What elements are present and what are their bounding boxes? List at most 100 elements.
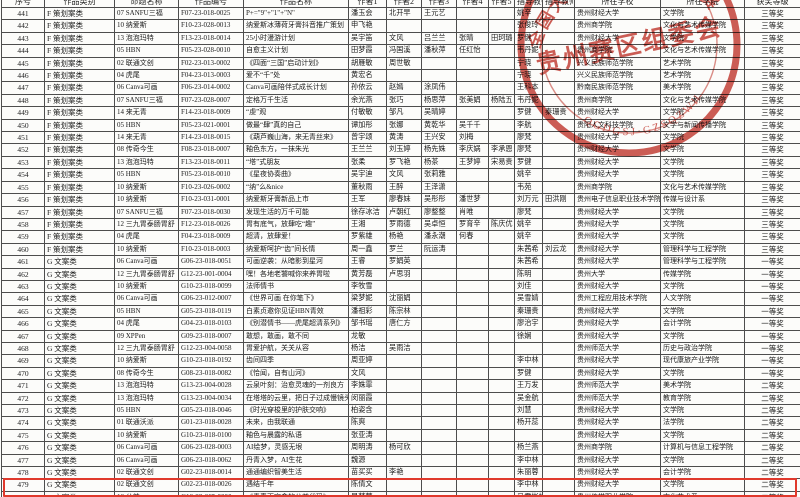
cell-author1: 黄宏名 [348,69,387,83]
cell-college: 文学院 [660,366,745,381]
cell-author5 [488,304,515,319]
cell-school: 贵州财经大学 [574,168,661,182]
cell-school: 贵州财经大学 [574,416,661,430]
cell-college: 文学院 [660,403,745,418]
cell-author1: 陈倩文 [348,478,387,492]
cell-award-level: 三等奖 [744,155,800,170]
cell-author1: 魏源 [348,453,387,468]
cell-author3: 王元艺 [421,6,457,21]
cell-advisor2 [542,19,575,33]
cell-advisor2 [542,391,575,406]
cell-work-title: 法师情书 [243,279,349,294]
cell-advisor2 [542,354,575,368]
cell-advisor1: 李航 [514,118,543,133]
cell-award-level: 二等奖 [744,428,800,443]
cell-author5: 陈庆优 [488,217,515,232]
cell-work-title: 《时光穿梭里的护肤交响》 [243,403,349,418]
cell-advisor2 [542,155,575,170]
table-row: 471 G 文案类 13 泡泡玛特 G13-23-004-0028 云泉叶刻：治愈灵魂的… [1,379,800,393]
cell-category: G 文案类 [44,292,115,306]
cell-no: 475 [1,428,45,443]
cell-category: F 策划案类 [44,93,115,108]
cell-author5 [488,230,515,244]
cell-school: 贵州财经大学 [574,217,661,232]
cell-advisor1: 廖梵 [514,131,543,145]
cell-author3 [421,416,457,430]
cell-category: G 文案类 [44,466,115,480]
cell-entry-code: G06-23-018-0062 [178,453,244,468]
cell-college: 文化与艺术传媒学院 [660,93,745,108]
cell-entry-code: F08-23-018-0007 [178,143,244,157]
cell-advisor1: 徐娴 [514,329,543,343]
cell-college: 文学院 [660,131,745,145]
cell-author4: 吴千千 [456,118,489,133]
cell-author2 [386,19,422,33]
cell-entry-code: F02-23-013-0002 [178,56,244,71]
cell-work-title: AI绘梦，灵感无垠 [243,441,349,455]
cell-advisor2: 秦珊贵 [542,106,575,120]
cell-category: G 文案类 [44,391,115,406]
cell-author1: 余光燕 [348,93,387,108]
cell-author4: 李庆娲 [456,143,489,157]
cell-author2: 罗娟英 [386,255,422,269]
cell-entry-code: G06-23-012-0007 [178,292,244,306]
cell-work-title: P+="9"+"1"+"N" [243,6,349,21]
cell-school: 贵州财经大学 [574,403,661,418]
cell-award-level: 三等奖 [744,56,800,71]
cell-category: G 文案类 [44,279,115,294]
cell-advisor2 [542,217,575,232]
cell-brief-name: 13 泡泡玛特 [114,379,179,393]
cell-college: 文化与艺术传媒学院 [660,44,745,58]
cell-college: 艺术学院 [660,56,745,71]
table-row: 462 G 文案类 12 三九胃泰肠胃舒 G12-23-001-0004 嘿！各地老饕喊… [1,267,800,281]
cell-brief-name: 05 HBN [114,304,179,319]
cell-school: 贵州电子信息职业技术学院 [574,193,661,207]
cell-work-title: 釉色东方，一抹朱光 [243,143,349,157]
cell-school: 贵州财经大学 [574,466,661,480]
cell-advisor1: 刘慧 [514,403,543,418]
cell-author5 [488,292,515,306]
header-no: 序号 [1,0,45,8]
cell-category: F 策划案类 [44,155,115,170]
cell-school: 兴义民族师范学院 [574,69,661,83]
cell-entry-code: G04-23-018-0103 [178,317,244,331]
header-work-title: 作品名称 [243,0,349,8]
cell-work-title: 嘿！各地老饕喊你来养胃啦 [243,267,349,281]
cell-school: 贵州财经大学 [574,242,661,257]
cell-entry-code: G10-23-018-0192 [178,354,244,368]
cell-advisor2 [542,180,575,195]
header-row: 序号作品类别命题名称作品编号作品名称作者1作者2作者3作者4作者5指导教师1指导… [1,0,800,8]
cell-author2: 卢思羽 [386,267,422,281]
cell-award-level: 三等奖 [744,6,800,21]
cell-entry-code: G06-23-028-0003 [178,441,244,455]
cell-author2 [386,391,422,406]
cell-author3: 潘永潮 [421,230,457,244]
cell-award-level: 三等奖 [744,193,800,207]
cell-author5 [488,329,515,343]
cell-author1: 董秋雨 [348,180,387,195]
cell-author5 [488,478,515,492]
header-brief-name: 命题名称 [114,0,179,8]
cell-author3: 杨先姝 [421,143,457,157]
cell-brief-name: 02 联通文创 [114,466,179,480]
cell-category: G 文案类 [44,478,115,492]
cell-author5 [488,81,515,95]
cell-author4 [456,255,489,269]
cell-award-level: 一等奖 [744,267,800,281]
cell-school: 贵州师范大学 [574,379,661,393]
cell-author5 [488,69,515,83]
header-school: 所在学校 [574,0,661,8]
cell-category: G 文案类 [44,366,115,381]
cell-work-title: 胃有底气，放肆吃“趣” [243,217,349,232]
cell-award-level: 一等奖 [744,341,800,356]
cell-work-title: 《青春百宝盒的公益代码》 [243,490,349,497]
cell-award-level: 二等奖 [744,403,800,418]
cell-school: 贵州师范大学 [574,391,661,406]
table-row: 467 G 文案类 09 XPPen G09-23-018-0007 敢想，敢画，敢不同… [1,329,800,343]
cell-entry-code: F12-23-018-0026 [178,217,244,232]
cell-author1: 曾宇颂 [348,131,387,145]
cell-advisor1: 罗健 [514,155,543,170]
header-award-level: 获奖等级 [744,0,800,8]
cell-author5 [488,180,515,195]
cell-entry-code: F07-23-018-0030 [178,205,244,219]
